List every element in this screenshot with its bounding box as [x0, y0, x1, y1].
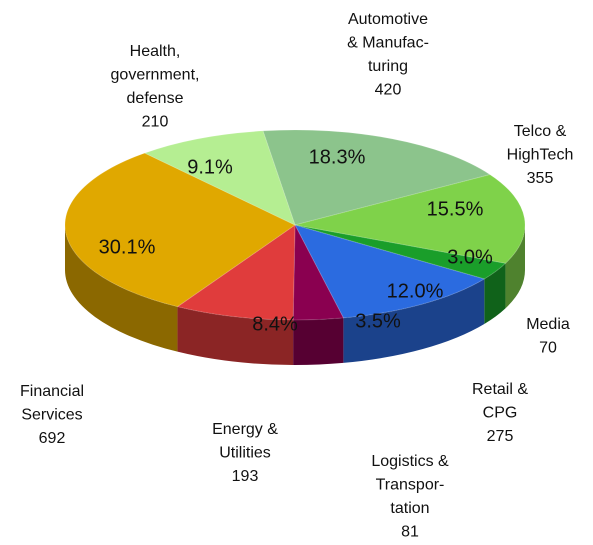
category-label: Logistics & — [371, 453, 449, 470]
category-label: Retail & — [472, 381, 528, 398]
count-label: 81 — [401, 524, 419, 541]
slice-side — [505, 225, 525, 309]
slice — [64, 152, 296, 308]
slice — [292, 224, 345, 321]
value-label: 3.0% — [447, 246, 493, 268]
slice — [294, 174, 526, 264]
category-label: Health, — [130, 43, 181, 60]
slice-side — [65, 225, 178, 352]
slice-side — [177, 306, 294, 365]
slice — [143, 130, 296, 226]
category-label: turing — [368, 58, 408, 75]
value-label: 9.1% — [187, 156, 233, 178]
slice — [294, 224, 507, 280]
count-label: 70 — [539, 340, 557, 357]
category-label: Telco & — [514, 123, 567, 140]
slice — [262, 129, 492, 226]
slice — [294, 224, 486, 319]
count-label: 355 — [527, 170, 554, 187]
value-label: 30.1% — [99, 236, 156, 258]
count-label: 692 — [39, 430, 66, 447]
category-label: Automotive — [348, 11, 428, 28]
count-label: 275 — [487, 428, 514, 445]
slice-side — [343, 278, 485, 363]
slice-side — [484, 263, 506, 324]
value-label: 12.0% — [387, 280, 444, 302]
category-label: Services — [21, 407, 82, 424]
count-label: 193 — [232, 468, 259, 485]
slice-side — [293, 317, 344, 365]
slice — [176, 224, 296, 321]
count-label: 420 — [375, 82, 402, 99]
value-label: 3.5% — [355, 310, 401, 332]
category-label: Utilities — [219, 445, 271, 462]
category-label: HighTech — [507, 147, 574, 164]
category-label: CPG — [483, 405, 518, 422]
category-label: Media — [526, 316, 570, 333]
category-label: & Manufac- — [347, 35, 429, 52]
category-label: Financial — [20, 383, 84, 400]
value-label: 8.4% — [252, 313, 298, 335]
category-label: government, — [111, 67, 200, 84]
category-label: tation — [390, 500, 429, 517]
value-label: 15.5% — [427, 198, 484, 220]
category-label: Transpor- — [376, 477, 445, 494]
category-label: defense — [127, 90, 184, 107]
value-label: 18.3% — [309, 146, 366, 168]
category-label: Energy & — [212, 421, 278, 438]
count-label: 210 — [142, 114, 169, 131]
